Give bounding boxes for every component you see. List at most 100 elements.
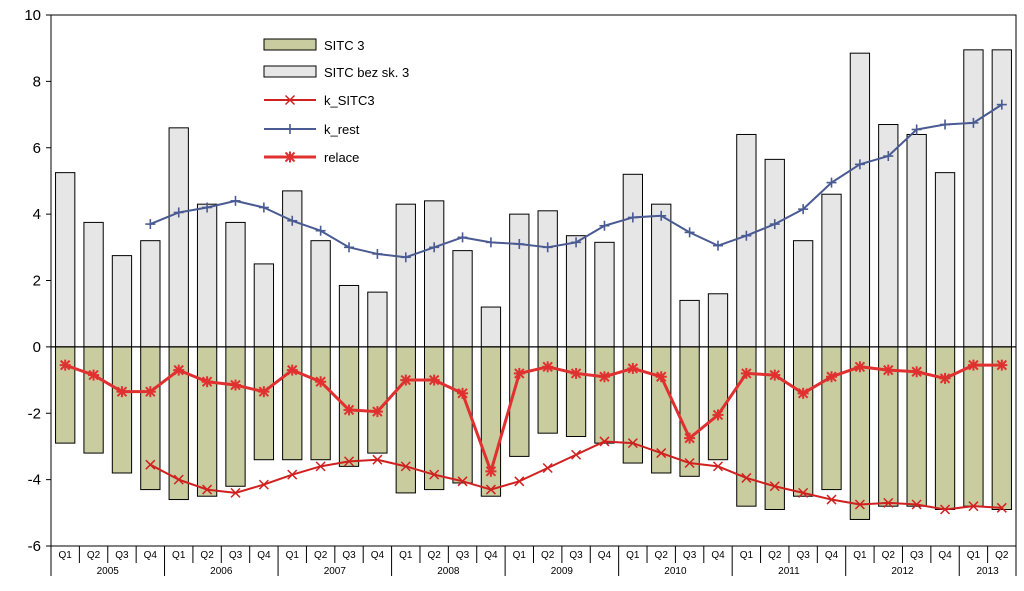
x-quarter-label: Q3 xyxy=(456,550,470,561)
point xyxy=(202,484,213,495)
bar xyxy=(594,241,615,348)
bar xyxy=(452,250,473,348)
x-quarter-label: Q2 xyxy=(541,550,555,561)
x-quarter-label: Q3 xyxy=(115,550,129,561)
y-tick-label: 2 xyxy=(33,273,41,290)
x-quarter-label: Q1 xyxy=(59,550,73,561)
bar xyxy=(253,263,275,348)
bar xyxy=(764,158,785,348)
bar xyxy=(792,240,814,348)
x-quarter-label: Q2 xyxy=(768,550,782,561)
legend-item: SITC 3 xyxy=(263,38,364,53)
bar xyxy=(168,127,189,348)
bar xyxy=(594,346,615,444)
x-quarter-label: Q4 xyxy=(938,550,952,561)
legend-label: SITC 3 xyxy=(324,38,364,53)
x-quarter-label: Q3 xyxy=(342,550,356,561)
bar xyxy=(424,346,445,491)
bar xyxy=(424,200,445,348)
x-year-label: 2012 xyxy=(891,566,914,577)
bar xyxy=(849,346,871,520)
x-quarter-label: Q1 xyxy=(740,550,754,561)
point xyxy=(514,476,525,487)
legend-swatch xyxy=(263,38,317,51)
bar xyxy=(83,221,104,348)
line-series-group xyxy=(145,99,1007,263)
bar xyxy=(991,346,1012,510)
x-quarter-label: Q2 xyxy=(882,550,896,561)
bar xyxy=(679,346,700,477)
x-quarter-label: Q2 xyxy=(200,550,214,561)
bar xyxy=(225,221,246,348)
x-year-label: 2013 xyxy=(976,566,999,577)
point xyxy=(769,481,780,492)
bar xyxy=(55,172,76,348)
point xyxy=(457,476,468,487)
legend-label: SITC bez sk. 3 xyxy=(324,65,409,80)
bar xyxy=(253,346,275,461)
point xyxy=(741,472,752,483)
x-quarter-label: Q4 xyxy=(711,550,725,561)
point xyxy=(684,458,695,469)
x-quarter-label: Q1 xyxy=(399,550,413,561)
point xyxy=(230,487,241,498)
x-quarter-label: Q1 xyxy=(626,550,640,561)
point xyxy=(145,459,156,470)
legend-item: relace xyxy=(264,150,359,165)
point xyxy=(400,461,411,472)
y-axis: -6 -4 -2 0 2 4 6 8 10 xyxy=(24,7,51,555)
plot-area xyxy=(50,14,1017,547)
x-quarter-label: Q2 xyxy=(427,550,441,561)
bar xyxy=(565,346,587,437)
bar xyxy=(225,346,246,487)
bar xyxy=(821,346,842,491)
y-tick-label: 0 xyxy=(33,339,41,356)
y-tick-label: 8 xyxy=(33,73,41,90)
legend-label: relace xyxy=(324,150,359,165)
point xyxy=(173,474,184,485)
x-quarter-label: Q4 xyxy=(825,550,839,561)
x-year-label: 2009 xyxy=(551,566,574,577)
bar xyxy=(651,203,672,348)
bar xyxy=(963,49,984,348)
point xyxy=(284,94,296,106)
plot-frame xyxy=(50,14,1017,547)
bar xyxy=(792,346,814,497)
point xyxy=(968,501,979,512)
point xyxy=(372,454,383,465)
point xyxy=(854,499,865,510)
x-quarter-label: Q3 xyxy=(796,550,810,561)
point xyxy=(599,436,610,447)
point xyxy=(287,469,298,480)
legend-swatch xyxy=(263,65,317,78)
point xyxy=(542,462,553,474)
point xyxy=(883,497,894,508)
x-quarter-label: Q4 xyxy=(598,550,612,561)
bar xyxy=(707,293,729,348)
point xyxy=(940,504,951,515)
bar xyxy=(83,346,104,454)
x-quarter-label: Q4 xyxy=(371,550,385,561)
bar xyxy=(111,346,133,474)
legend-item: k_SITC3 xyxy=(264,93,375,108)
bar xyxy=(537,346,558,434)
point xyxy=(343,456,355,467)
x-quarter-label: Q1 xyxy=(853,550,867,561)
point xyxy=(826,494,837,505)
bar xyxy=(367,291,388,348)
bar xyxy=(282,190,303,348)
bar xyxy=(963,346,984,507)
x-quarter-label: Q4 xyxy=(257,550,271,561)
y-tick-label: 6 xyxy=(33,140,41,157)
bar xyxy=(679,299,700,348)
point xyxy=(627,438,638,449)
point xyxy=(258,479,269,490)
x-year-label: 2011 xyxy=(778,566,800,577)
y-tick-label: 10 xyxy=(24,7,41,24)
x-quarter-label: Q3 xyxy=(229,550,243,561)
bar xyxy=(991,49,1012,348)
x-year-label: 2007 xyxy=(324,566,347,577)
x-quarter-label: Q3 xyxy=(683,550,697,561)
x-quarter-label: Q2 xyxy=(655,550,669,561)
